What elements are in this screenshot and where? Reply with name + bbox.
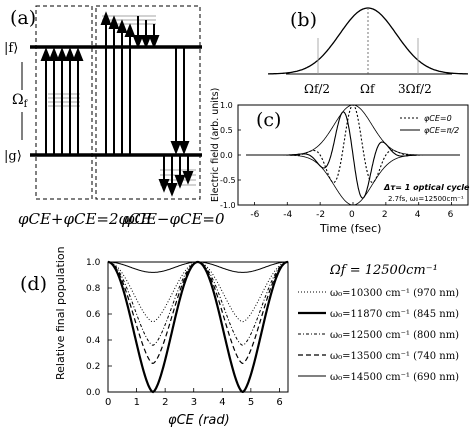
field-phase-pi2 bbox=[246, 111, 460, 199]
panel-d: (d) 0 1 2 3 4 5 6 0.0 0.2 0.4 0.6 0.8 1.0 Relative … bbox=[20, 246, 459, 428]
d-xtick-label: 1 bbox=[134, 397, 140, 408]
d-xtick-label: 3 bbox=[191, 397, 197, 408]
panel-c-note-2: 2.7fs, ω₀=12500cm⁻¹ bbox=[388, 195, 464, 203]
panel-d-ylabel: Relative final population bbox=[54, 246, 67, 380]
curve-740nm bbox=[108, 261, 288, 365]
panel-a: (a) |f⟩ |g⟩ Ωf bbox=[4, 5, 225, 228]
panel-d-xlabel: φCE (rad) bbox=[168, 413, 230, 428]
d-xtick-label: 6 bbox=[276, 397, 282, 408]
d-xtick-label: 0 bbox=[105, 397, 111, 408]
c-xtick-label: 6 bbox=[448, 210, 454, 220]
d-xtick-label: 2 bbox=[162, 397, 168, 408]
arrows-right-box-up bbox=[100, 11, 136, 155]
d-ytick-label: 1.0 bbox=[86, 258, 101, 268]
c-ytick-label: 1.0 bbox=[220, 101, 233, 110]
c-ytick-label: 0.5 bbox=[220, 126, 233, 135]
arrows-right-box-down-top bbox=[132, 16, 160, 49]
d-ytick-label: 0.6 bbox=[86, 310, 101, 320]
d-ytick-label: 0.2 bbox=[86, 362, 100, 372]
panel-c-legend: φCE=0 φCE=π/2 bbox=[400, 114, 459, 135]
legend-c-1-text: φCE=π/2 bbox=[424, 126, 459, 135]
panel-a-box-right bbox=[95, 5, 201, 200]
legend-d-4-text: ω₀=14500 cm⁻¹ (690 nm) bbox=[330, 372, 459, 383]
arrows-left-box bbox=[40, 47, 84, 155]
panel-c-ylabel: Electric field (arb. units) bbox=[210, 88, 221, 202]
d-ytick-label: 0.8 bbox=[86, 284, 101, 294]
d-ytick-label: 0.0 bbox=[86, 388, 101, 398]
d-xtick-label: 4 bbox=[219, 397, 225, 408]
c-xtick-label: 0 bbox=[349, 210, 355, 220]
d-xtick-label: 5 bbox=[248, 397, 254, 408]
omega-f-label: Ωf bbox=[12, 92, 29, 110]
tick-label-half: Ωf/2 bbox=[304, 82, 330, 96]
panel-d-frame bbox=[107, 261, 289, 393]
curve-845nm bbox=[108, 260, 288, 394]
formula-right: φCE−φCE=0 bbox=[124, 210, 225, 228]
panel-d-x-ticks: 0 1 2 3 4 5 6 bbox=[105, 388, 283, 408]
panel-c-note-1: Δτ= 1 optical cycle bbox=[383, 183, 470, 192]
panel-d-legend: ω₀=10300 cm⁻¹ (970 nm) ω₀=11870 cm⁻¹ (845… bbox=[298, 288, 459, 383]
legend-c-0-text: φCE=0 bbox=[424, 114, 452, 123]
legend-d-0-text: ω₀=10300 cm⁻¹ (970 nm) bbox=[330, 288, 459, 299]
panel-c-y-ticks: 1.0 0.5 0.0 -0.5 -1.0 bbox=[220, 101, 241, 210]
arrows-right-box-down-bottom bbox=[170, 47, 190, 155]
tick-label-three-half: 3Ωf/2 bbox=[398, 82, 432, 96]
arrows-right-box-down-final bbox=[158, 155, 194, 197]
panel-d-omega-header: Ωf = 12500cm⁻¹ bbox=[329, 263, 438, 278]
legend-d-1-text: ω₀=11870 cm⁻¹ (845 nm) bbox=[330, 309, 459, 320]
c-xtick-label: 2 bbox=[382, 210, 388, 220]
c-xtick-label: -6 bbox=[250, 210, 259, 220]
panel-b: (b) Ωf/2 Ωf 3Ωf/2 bbox=[268, 7, 468, 96]
field-phase-0 bbox=[246, 104, 460, 184]
lower-level-label: |g⟩ bbox=[4, 149, 22, 164]
legend-d-2-text: ω₀=12500 cm⁻¹ (800 nm) bbox=[330, 330, 459, 341]
panel-d-label: (d) bbox=[20, 273, 47, 295]
upper-level-label: |f⟩ bbox=[4, 41, 18, 56]
d-ytick-label: 0.4 bbox=[86, 336, 101, 346]
panel-c: (c) -6 -4 -2 0 2 4 6 1.0 0.5 0.0 -0.5 -1.0 Electri… bbox=[210, 88, 470, 235]
panel-b-label: (b) bbox=[290, 9, 317, 31]
panel-a-box-left bbox=[35, 5, 93, 200]
c-xtick-label: -2 bbox=[316, 210, 325, 220]
legend-d-3-text: ω₀=13500 cm⁻¹ (740 nm) bbox=[330, 351, 459, 362]
curve-690nm bbox=[108, 261, 288, 273]
curve-970nm bbox=[108, 261, 288, 323]
c-ytick-label: 0.0 bbox=[220, 151, 233, 160]
formula-left: φCE+φCE=2φCE bbox=[18, 210, 152, 228]
panel-d-y-ticks: 0.0 0.2 0.4 0.6 0.8 1.0 bbox=[86, 258, 112, 398]
tick-label-center: Ωf bbox=[360, 82, 376, 96]
panel-a-label: (a) bbox=[10, 7, 36, 29]
c-xtick-label: -4 bbox=[283, 210, 292, 220]
panel-c-label: (c) bbox=[256, 109, 281, 131]
panel-c-x-ticks: -6 -4 -2 0 2 4 6 bbox=[250, 202, 454, 220]
panel-d-curves bbox=[108, 260, 288, 394]
c-ytick-label: -1.0 bbox=[220, 201, 236, 210]
panel-c-xlabel: Time (fsec) bbox=[319, 222, 381, 235]
c-xtick-label: 4 bbox=[415, 210, 421, 220]
c-ytick-label: -0.5 bbox=[220, 176, 236, 185]
